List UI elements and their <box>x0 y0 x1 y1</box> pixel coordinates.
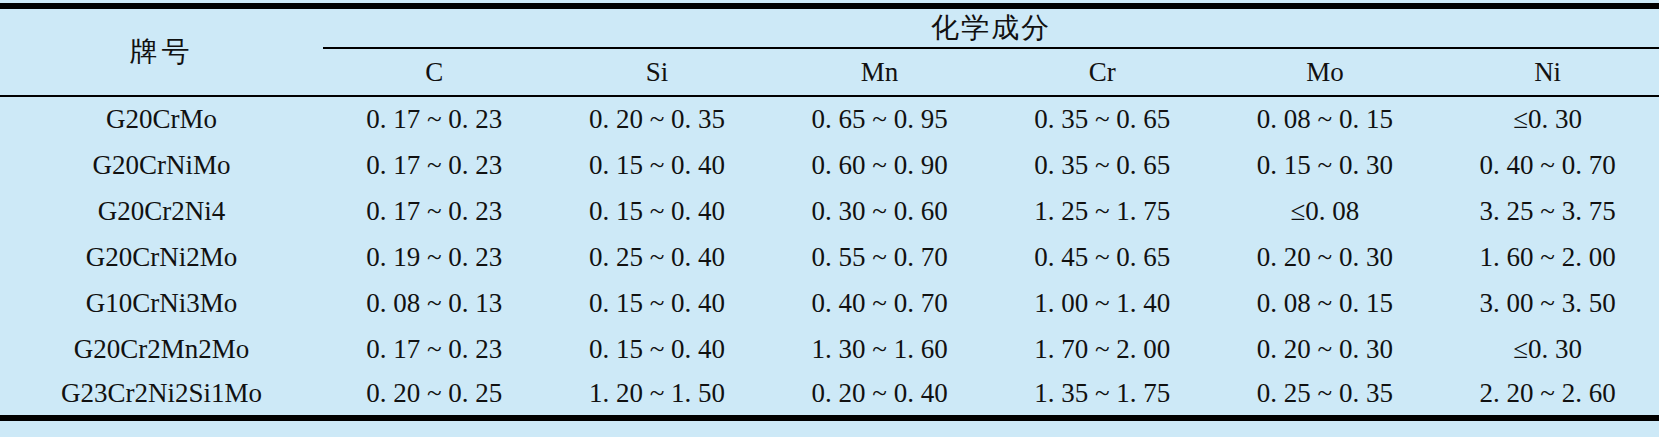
composition-cell-si: 0. 15 ~ 0. 40 <box>546 280 769 326</box>
composition-cell-ni: 3. 25 ~ 3. 75 <box>1436 188 1659 234</box>
composition-cell-si: 0. 15 ~ 0. 40 <box>546 142 769 188</box>
composition-cell-mo: 0. 20 ~ 0. 30 <box>1214 234 1437 280</box>
composition-cell-si: 0. 20 ~ 0. 35 <box>546 96 769 142</box>
composition-cell-mn: 0. 55 ~ 0. 70 <box>768 234 991 280</box>
composition-cell-mo: 0. 08 ~ 0. 15 <box>1214 96 1437 142</box>
group-header-row: 牌号 化学成分 <box>0 6 1659 48</box>
element-column-header-mo: Mo <box>1214 48 1437 96</box>
element-column-header-cr: Cr <box>991 48 1214 96</box>
table-row: G20Cr2Ni4 0. 17 ~ 0. 23 0. 15 ~ 0. 40 0.… <box>0 188 1659 234</box>
composition-cell-ni: ≤0. 30 <box>1436 326 1659 372</box>
composition-cell-c: 0. 17 ~ 0. 23 <box>323 142 546 188</box>
composition-cell-mo: 0. 08 ~ 0. 15 <box>1214 280 1437 326</box>
composition-cell-si: 0. 15 ~ 0. 40 <box>546 188 769 234</box>
composition-cell-ni: ≤0. 30 <box>1436 96 1659 142</box>
table-header: 牌号 化学成分 C Si Mn Cr Mo Ni <box>0 6 1659 96</box>
table-row: G10CrNi3Mo 0. 08 ~ 0. 13 0. 15 ~ 0. 40 0… <box>0 280 1659 326</box>
grade-cell: G20CrNiMo <box>0 142 323 188</box>
grade-cell: G10CrNi3Mo <box>0 280 323 326</box>
element-column-header-mn: Mn <box>768 48 991 96</box>
composition-cell-c: 0. 17 ~ 0. 23 <box>323 326 546 372</box>
grade-column-header: 牌号 <box>0 6 323 96</box>
composition-cell-mo: ≤0. 08 <box>1214 188 1437 234</box>
element-column-header-c: C <box>323 48 546 96</box>
composition-cell-mn: 0. 20 ~ 0. 40 <box>768 372 991 418</box>
table-body: G20CrMo 0. 17 ~ 0. 23 0. 20 ~ 0. 35 0. 6… <box>0 96 1659 418</box>
composition-cell-cr: 1. 70 ~ 2. 00 <box>991 326 1214 372</box>
composition-cell-si: 1. 20 ~ 1. 50 <box>546 372 769 418</box>
table-row: G20CrNi2Mo 0. 19 ~ 0. 23 0. 25 ~ 0. 40 0… <box>0 234 1659 280</box>
composition-cell-mo: 0. 15 ~ 0. 30 <box>1214 142 1437 188</box>
table-row: G20Cr2Mn2Mo 0. 17 ~ 0. 23 0. 15 ~ 0. 40 … <box>0 326 1659 372</box>
element-column-header-si: Si <box>546 48 769 96</box>
table-row: G20CrNiMo 0. 17 ~ 0. 23 0. 15 ~ 0. 40 0.… <box>0 142 1659 188</box>
composition-cell-mn: 0. 40 ~ 0. 70 <box>768 280 991 326</box>
table-row: G20CrMo 0. 17 ~ 0. 23 0. 20 ~ 0. 35 0. 6… <box>0 96 1659 142</box>
composition-cell-c: 0. 19 ~ 0. 23 <box>323 234 546 280</box>
composition-cell-mn: 0. 65 ~ 0. 95 <box>768 96 991 142</box>
composition-cell-mn: 0. 60 ~ 0. 90 <box>768 142 991 188</box>
composition-cell-si: 0. 25 ~ 0. 40 <box>546 234 769 280</box>
grade-cell: G20CrMo <box>0 96 323 142</box>
grade-cell: G20Cr2Ni4 <box>0 188 323 234</box>
composition-cell-cr: 0. 45 ~ 0. 65 <box>991 234 1214 280</box>
chemical-composition-group-header: 化学成分 <box>323 6 1659 48</box>
composition-cell-c: 0. 17 ~ 0. 23 <box>323 96 546 142</box>
composition-cell-cr: 0. 35 ~ 0. 65 <box>991 142 1214 188</box>
composition-cell-si: 0. 15 ~ 0. 40 <box>546 326 769 372</box>
composition-cell-ni: 3. 00 ~ 3. 50 <box>1436 280 1659 326</box>
grade-cell: G20Cr2Mn2Mo <box>0 326 323 372</box>
composition-cell-cr: 1. 25 ~ 1. 75 <box>991 188 1214 234</box>
composition-cell-mo: 0. 20 ~ 0. 30 <box>1214 326 1437 372</box>
composition-cell-ni: 2. 20 ~ 2. 60 <box>1436 372 1659 418</box>
composition-cell-ni: 1. 60 ~ 2. 00 <box>1436 234 1659 280</box>
composition-cell-mn: 0. 30 ~ 0. 60 <box>768 188 991 234</box>
composition-cell-ni: 0. 40 ~ 0. 70 <box>1436 142 1659 188</box>
element-column-header-ni: Ni <box>1436 48 1659 96</box>
composition-cell-cr: 1. 35 ~ 1. 75 <box>991 372 1214 418</box>
composition-cell-c: 0. 17 ~ 0. 23 <box>323 188 546 234</box>
grade-cell: G20CrNi2Mo <box>0 234 323 280</box>
composition-cell-c: 0. 20 ~ 0. 25 <box>323 372 546 418</box>
composition-cell-c: 0. 08 ~ 0. 13 <box>323 280 546 326</box>
composition-cell-mn: 1. 30 ~ 1. 60 <box>768 326 991 372</box>
chemical-composition-table: 牌号 化学成分 C Si Mn Cr Mo Ni G20CrMo 0. 17 ~… <box>0 3 1659 421</box>
composition-cell-mo: 0. 25 ~ 0. 35 <box>1214 372 1437 418</box>
table-row: G23Cr2Ni2Si1Mo 0. 20 ~ 0. 25 1. 20 ~ 1. … <box>0 372 1659 418</box>
composition-cell-cr: 0. 35 ~ 0. 65 <box>991 96 1214 142</box>
document-page: 牌号 化学成分 C Si Mn Cr Mo Ni G20CrMo 0. 17 ~… <box>0 0 1659 437</box>
composition-cell-cr: 1. 00 ~ 1. 40 <box>991 280 1214 326</box>
grade-cell: G23Cr2Ni2Si1Mo <box>0 372 323 418</box>
